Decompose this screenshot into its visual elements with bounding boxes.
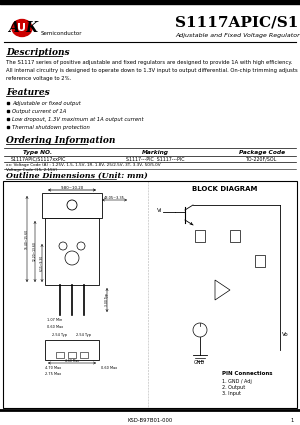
Text: Output current of 1A: Output current of 1A [12,108,66,113]
Bar [255,255,265,267]
Circle shape [77,242,85,250]
Bar [230,230,240,242]
Text: 43.05~3.35: 43.05~3.35 [103,196,124,200]
Text: Thermal shutdown protection: Thermal shutdown protection [12,125,90,130]
Text: 1: 1 [290,417,294,422]
Bar [195,230,205,242]
Bar [3,181,297,408]
Circle shape [65,251,79,265]
Text: A: A [8,21,18,35]
Text: 2.75 Max: 2.75 Max [45,372,61,376]
Text: Voltage Code (15, 2.15V): Voltage Code (15, 2.15V) [6,167,57,172]
Text: Vo: Vo [282,332,289,337]
Text: Type NO.: Type NO. [23,150,52,155]
Text: Vi: Vi [157,207,162,212]
Text: PIN Connections: PIN Connections [222,371,272,376]
Text: Features: Features [6,88,50,96]
Text: Descriptions: Descriptions [6,48,70,57]
Text: S1117---PIC  S1117---PIC: S1117---PIC S1117---PIC [126,156,184,162]
Polygon shape [215,280,230,300]
Text: 2. Output: 2. Output [222,385,245,390]
Text: 6.15~9.30: 6.15~9.30 [40,255,44,271]
Text: Semiconductor: Semiconductor [41,31,82,36]
Bar [56,352,64,358]
Text: reference voltage to 2%.: reference voltage to 2%. [6,76,71,80]
Text: 9.80~10.20: 9.80~10.20 [60,186,84,190]
Text: 12.20~13.60: 12.20~13.60 [33,241,37,261]
Text: 1. GND / Adj: 1. GND / Adj [222,379,252,384]
Text: GND: GND [194,360,205,366]
Bar [80,352,88,358]
Text: Marking: Marking [142,150,169,155]
Text: KSD-B97B01-000: KSD-B97B01-000 [128,417,172,422]
Text: xx: Voltage Code (A) : 1.25V, 1.5, 1.5V, 1R, 1.8V, 25/2.5V, 3T, 3.3V, 50/5.0V: xx: Voltage Code (A) : 1.25V, 1.5, 1.5V,… [6,163,160,167]
Circle shape [67,200,77,210]
Text: 4.60 Max: 4.60 Max [65,360,79,363]
Text: BLOCK DIAGRAM: BLOCK DIAGRAM [192,186,258,192]
Text: 3. Input: 3. Input [222,391,241,396]
Text: 3.00 Typ: 3.00 Typ [105,294,109,306]
Text: Low dropout, 1.3V maximum at 1A output current: Low dropout, 1.3V maximum at 1A output c… [12,116,143,122]
Text: 15.40~15.60: 15.40~15.60 [25,229,29,249]
Bar [45,218,99,285]
Text: TO-220F/SOL: TO-220F/SOL [246,156,278,162]
Bar [45,340,99,360]
Circle shape [193,323,207,337]
Text: S1117APIC/S1117xxPIC: S1117APIC/S1117xxPIC [10,156,66,162]
Circle shape [59,242,67,250]
Text: The S1117 series of positive adjustable and fixed regulators are designed to pro: The S1117 series of positive adjustable … [6,60,292,65]
Ellipse shape [12,20,32,37]
Text: All internal circuitry is designed to operate down to 1.3V input to output diffe: All internal circuitry is designed to op… [6,68,298,73]
Text: Adjustable or fixed output: Adjustable or fixed output [12,100,81,105]
Bar [42,193,102,218]
Text: K: K [25,21,37,35]
Text: 2.54 Typ: 2.54 Typ [52,333,68,337]
Text: 2.54 Typ: 2.54 Typ [76,333,92,337]
Text: 0.60 Max: 0.60 Max [47,325,63,329]
Text: Adjustable and Fixed Voltage Regulator: Adjustable and Fixed Voltage Regulator [175,32,300,37]
Text: Ordering Information: Ordering Information [6,136,116,144]
Text: Package Code: Package Code [239,150,285,155]
Text: S1117APIC/S1117-xxPIC: S1117APIC/S1117-xxPIC [175,15,300,29]
Text: Outline Dimensions (Unit: mm): Outline Dimensions (Unit: mm) [6,172,148,180]
Text: 1.07 Min: 1.07 Min [47,318,62,322]
Text: 4.70 Max: 4.70 Max [45,366,61,370]
Text: U: U [17,23,26,33]
Text: 0.60 Max: 0.60 Max [101,366,117,370]
Bar [68,352,76,358]
